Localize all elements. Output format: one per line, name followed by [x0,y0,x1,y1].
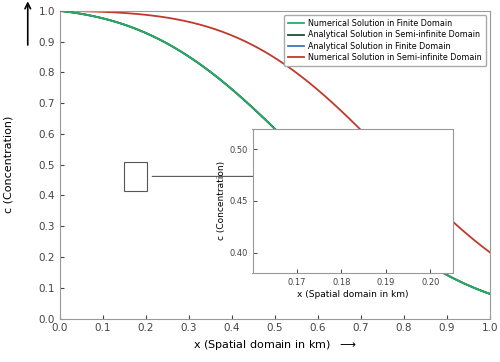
Numerical Solution in Semi-infinite Domain [101,10,107,14]
Line: Analytical Solution in Finite Domain: Analytical Solution in Finite Domain [60,11,490,294]
Numerical Solution in Semi-infinite Domain [352,122,358,127]
Analytical Solution in Finite Domain [487,292,493,296]
Y-axis label: c (Concentration): c (Concentration) [4,116,14,213]
Analytical Solution in Semi-infinite Domain [246,102,252,107]
Analytical Solution in Finite Domain [400,245,406,249]
Analytical Solution in Finite Domain [352,205,358,210]
Analytical Solution in Semi-infinite Domain [57,9,63,13]
Analytical Solution in Finite Domain [392,239,398,243]
Analytical Solution in Semi-infinite Domain [352,205,358,210]
Analytical Solution in Semi-infinite Domain [400,245,406,249]
Numerical Solution in Finite Domain [400,245,406,249]
Line: Numerical Solution in Semi-infinite Domain: Numerical Solution in Semi-infinite Doma… [60,11,490,252]
Numerical Solution in Finite Domain [352,205,358,210]
Numerical Solution in Semi-infinite Domain [231,34,237,38]
Analytical Solution in Finite Domain [231,89,237,93]
Y-axis label: c (Concentration): c (Concentration) [218,161,226,240]
Numerical Solution in Finite Domain [487,292,493,296]
X-axis label: x (Spatial domain in km)  $\longrightarrow$: x (Spatial domain in km) $\longrightarro… [194,338,356,352]
Analytical Solution in Finite Domain [101,16,107,21]
Line: Numerical Solution in Finite Domain: Numerical Solution in Finite Domain [60,11,490,294]
Legend: Numerical Solution in Finite Domain, Analytical Solution in Semi-infinite Domain: Numerical Solution in Finite Domain, Ana… [284,15,486,66]
Numerical Solution in Finite Domain [101,16,107,21]
Analytical Solution in Semi-infinite Domain [487,292,493,296]
Numerical Solution in Finite Domain [392,239,398,243]
Analytical Solution in Semi-infinite Domain [392,239,398,243]
Line: Analytical Solution in Semi-infinite Domain: Analytical Solution in Semi-infinite Dom… [60,11,490,294]
Numerical Solution in Finite Domain [231,89,237,93]
X-axis label: x (Spatial domain in km): x (Spatial domain in km) [297,290,408,299]
Analytical Solution in Semi-infinite Domain [101,16,107,21]
Numerical Solution in Finite Domain [246,102,252,107]
Numerical Solution in Semi-infinite Domain [392,163,398,167]
Numerical Solution in Semi-infinite Domain [246,41,252,46]
Numerical Solution in Finite Domain [57,9,63,13]
Bar [124,161,148,191]
Numerical Solution in Semi-infinite Domain [487,250,493,254]
Numerical Solution in Semi-infinite Domain [57,9,63,13]
Numerical Solution in Semi-infinite Domain [400,171,406,175]
Analytical Solution in Finite Domain [57,9,63,13]
Analytical Solution in Semi-infinite Domain [231,89,237,93]
Analytical Solution in Finite Domain [246,102,252,107]
